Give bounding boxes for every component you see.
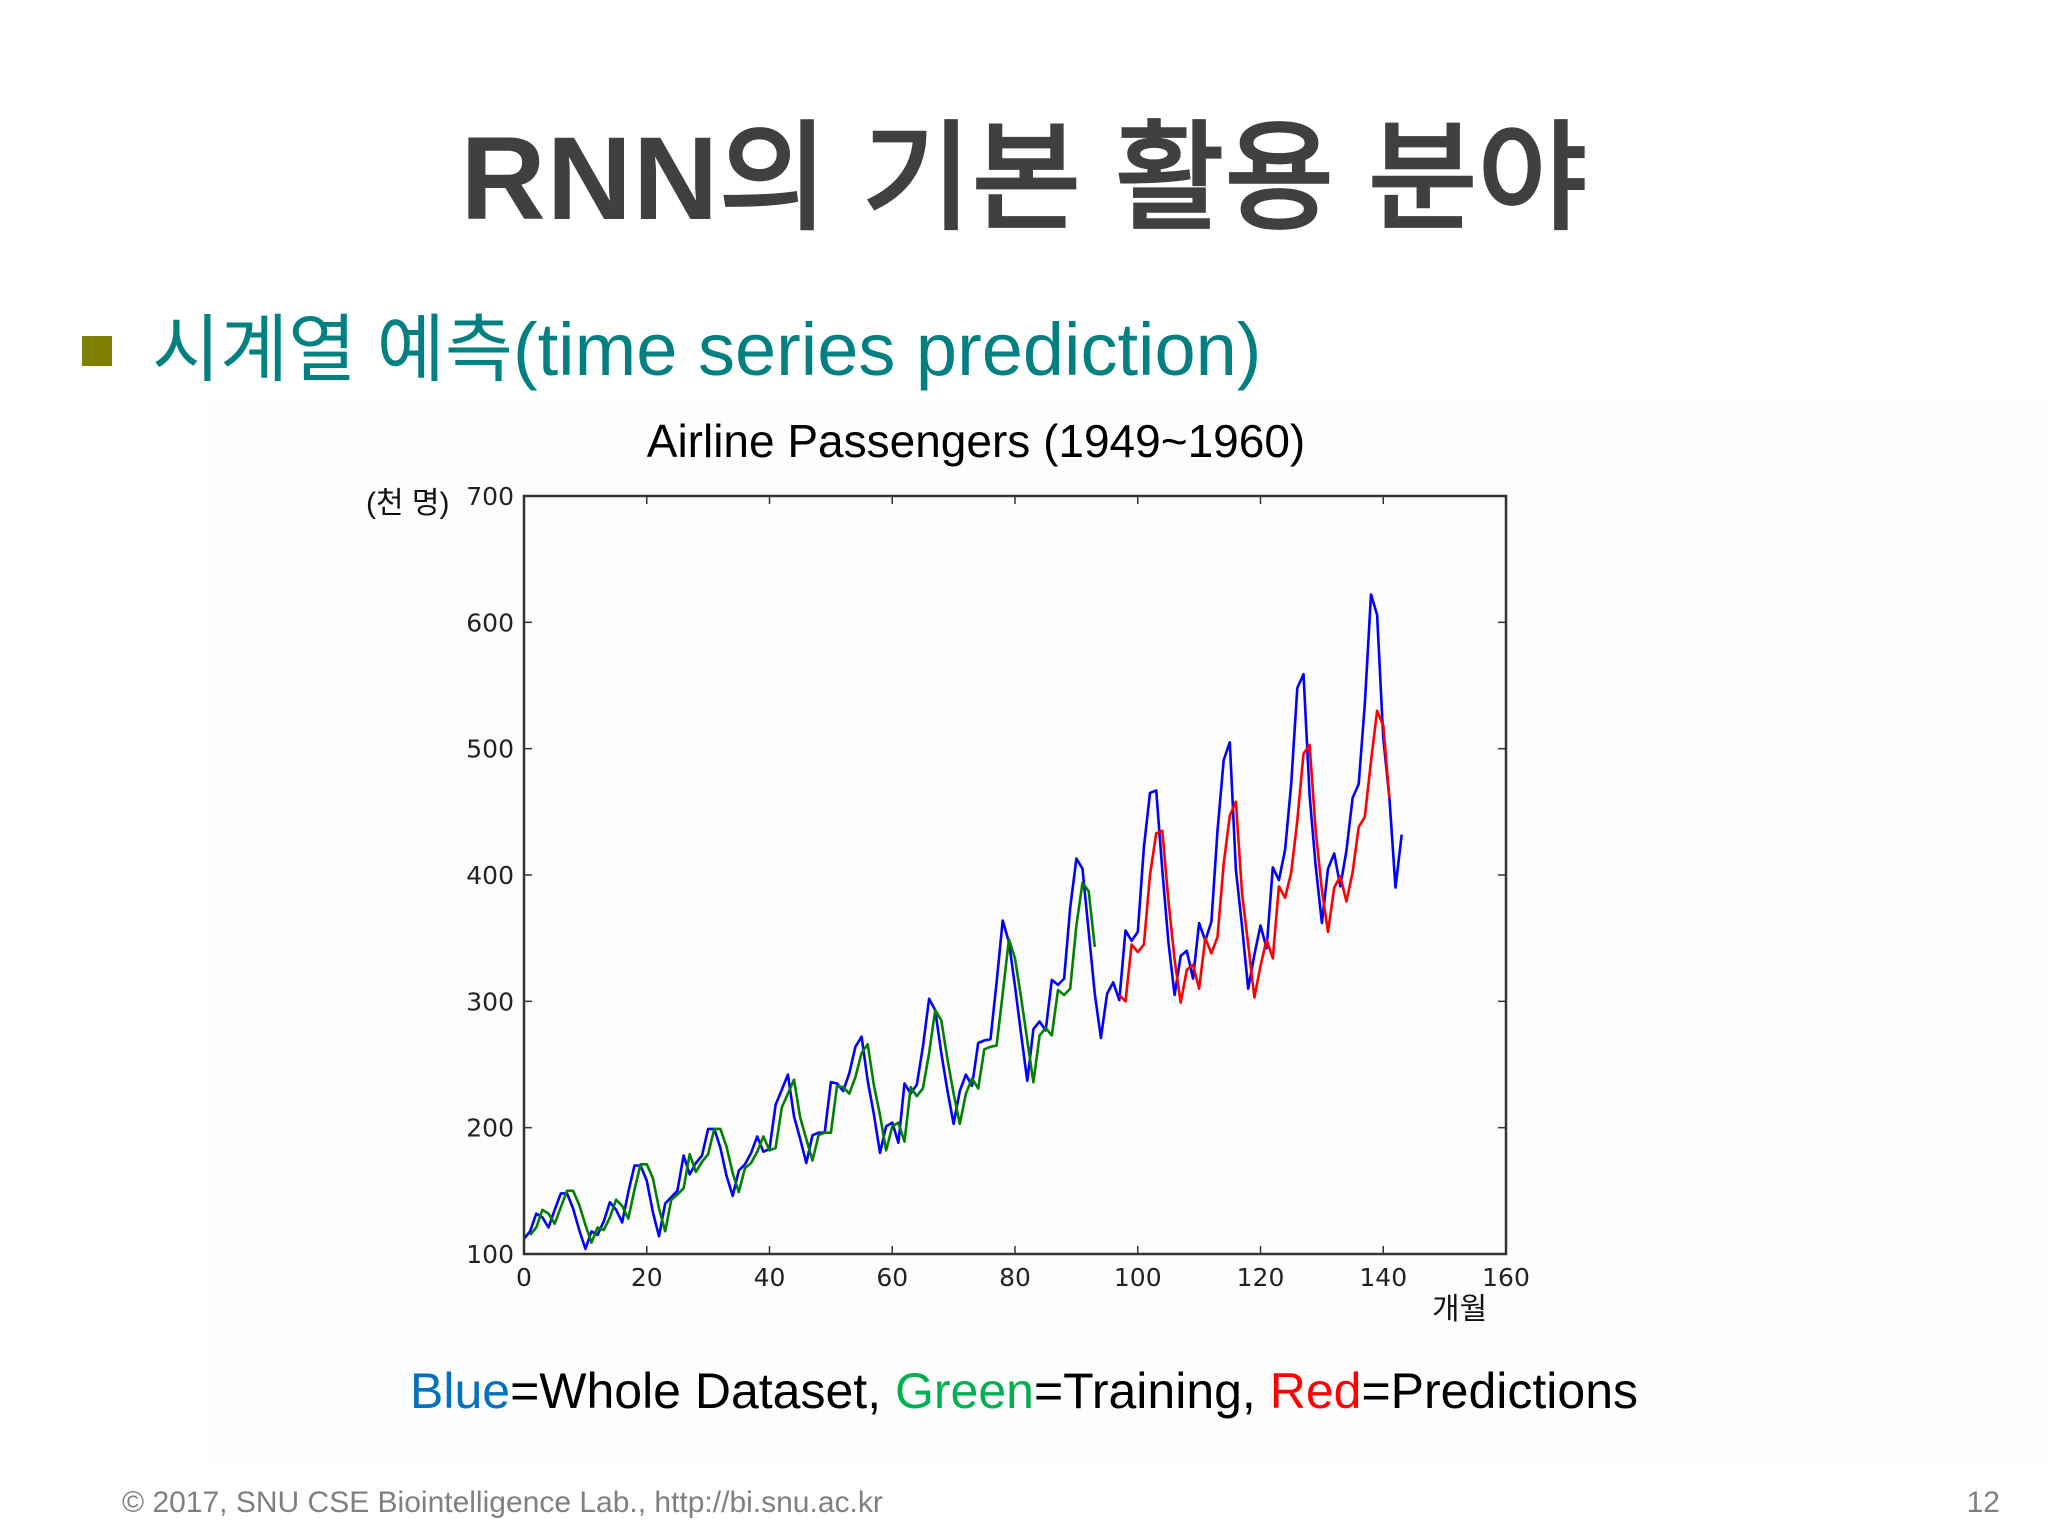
chart-image-frame (208, 400, 2048, 1460)
series-line-predictions (1118, 709, 1391, 1004)
slide-title: RNN의 기본 활용 분야 (460, 113, 1588, 245)
y-axis-unit-label: (천 명) (366, 487, 450, 520)
chart-legend-caption: Blue=Whole Dataset, Green=Training, Red=… (0, 1362, 2048, 1420)
bullet-text: 시계열 예측(time series prediction) (152, 308, 1262, 391)
bullet-item: 시계열 예측(time series prediction) (82, 290, 1261, 397)
footer-copyright: © 2017, SNU CSE Biointelligence Lab., ht… (122, 1486, 883, 1519)
x-tick-label: 60 (876, 1263, 908, 1292)
y-tick-label: 700 (466, 482, 514, 511)
x-tick-label: 120 (1237, 1263, 1285, 1292)
page-number: 12 (1966, 1486, 2000, 1519)
x-tick-label: 20 (631, 1263, 663, 1292)
x-tick-label: 80 (999, 1263, 1031, 1292)
legend-green-word: Green (894, 1363, 1034, 1419)
legend-blue-word: Blue (409, 1363, 511, 1419)
series-line-whole-dataset (522, 593, 1403, 1251)
x-tick-label: 100 (1114, 1263, 1162, 1292)
x-tick-label: 0 (516, 1263, 532, 1292)
square-bullet-icon (82, 335, 112, 366)
chart-title: Airline Passengers (1949~1960) (646, 415, 1306, 467)
y-tick-label: 400 (466, 861, 514, 890)
y-tick-label: 200 (466, 1114, 514, 1143)
plot-frame (522, 494, 1508, 1256)
y-tick-label: 600 (466, 608, 514, 637)
x-tick-label: 140 (1359, 1263, 1407, 1292)
legend-red-desc: =Predictions (1361, 1363, 1639, 1419)
x-tick-label: 40 (754, 1263, 786, 1292)
x-axis-unit-label: 개월 (1432, 1293, 1488, 1326)
series-line-training (529, 881, 1097, 1244)
x-tick-label: 160 (1482, 1263, 1530, 1292)
y-tick-label: 500 (466, 735, 514, 764)
legend-green-desc: =Training, (1033, 1363, 1270, 1419)
y-tick-label: 300 (466, 987, 514, 1016)
legend-blue-desc: =Whole Dataset, (510, 1363, 895, 1419)
legend-red-word: Red (1269, 1363, 1362, 1419)
y-tick-label: 100 (466, 1240, 514, 1269)
